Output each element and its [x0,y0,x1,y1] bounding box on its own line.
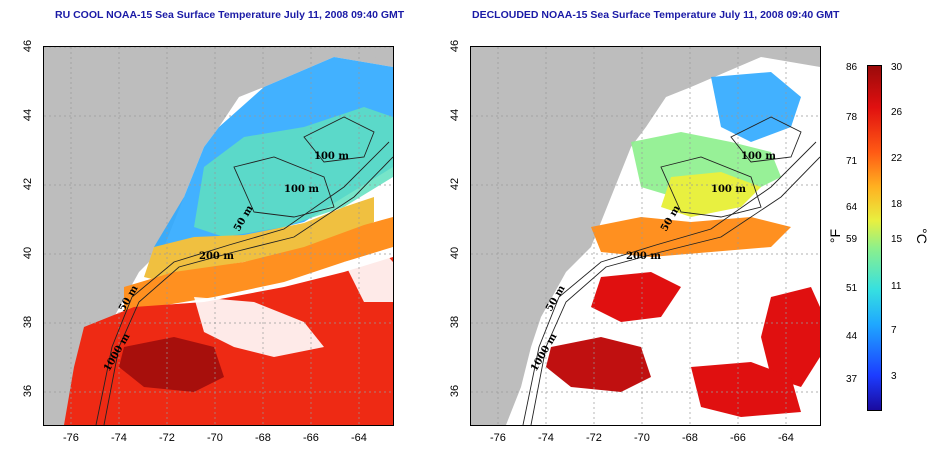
colorbar [867,65,882,411]
celsius-tick: 3 [891,371,897,382]
left-xtick: -76 [63,432,79,444]
celsius-tick: 26 [891,107,903,118]
fahrenheit-tick: 86 [846,62,858,73]
left-hot-core [119,337,224,392]
right-map-svg: 100 m 100 m 50 m 200 m 50 m 1000 m [471,47,820,425]
left-label-100m-b: 100 m [284,184,319,195]
left-orange-water [124,217,393,312]
left-sst-map: 100 m 100 m 50 m 200 m 50 m 1000 m [43,46,394,426]
fahrenheit-tick: 59 [846,234,858,245]
left-grid [44,47,393,425]
right-yellow-water [661,172,761,217]
left-label-100m-a: 100 m [314,151,349,162]
celsius-tick: 30 [891,62,903,73]
right-warm-water-b [546,337,651,392]
right-ytick: 46 [449,39,461,53]
left-ytick: 36 [22,384,34,398]
fahrenheit-tick: 44 [846,331,858,342]
left-map-svg: 100 m 100 m 50 m 200 m 50 m 1000 m [44,47,393,425]
celsius-tick: 15 [891,234,903,245]
fahrenheit-unit-label: °F [827,228,844,244]
right-warm-water-a [591,272,681,322]
right-xtick: -68 [682,432,698,444]
left-ytick: 40 [22,246,34,260]
left-label-200m: 200 m [199,251,234,262]
left-ytick: 46 [22,39,34,53]
celsius-unit-label: °C [913,228,930,244]
right-xtick: -74 [538,432,554,444]
celsius-tick: 11 [891,281,902,292]
celsius-tick: 22 [891,153,903,164]
fahrenheit-tick: 71 [846,156,858,167]
right-ytick: 42 [449,177,461,191]
left-map-title: RU COOL NOAA-15 Sea Surface Temperature … [55,9,405,21]
left-xtick: -72 [159,432,175,444]
right-cool-water [711,72,801,142]
fahrenheit-tick: 64 [846,202,858,213]
right-ytick: 44 [449,108,461,122]
right-map-title: DECLOUDED NOAA-15 Sea Surface Temperatur… [472,9,840,21]
right-warm-water-c [761,287,820,387]
left-land [44,47,393,425]
right-xtick: -72 [586,432,602,444]
left-xtick: -64 [351,432,367,444]
right-label-100m-a: 100 m [741,151,776,162]
left-ytick: 42 [22,177,34,191]
fahrenheit-tick: 78 [846,112,858,123]
right-xtick: -66 [730,432,746,444]
right-ytick: 40 [449,246,461,260]
left-cloud-gap [194,297,324,357]
left-cloud-gap-2 [344,252,393,302]
fahrenheit-tick: 51 [846,283,858,294]
right-grid [471,47,820,425]
left-xtick: -70 [207,432,223,444]
right-warm-water-d [691,362,801,417]
right-label-100m-b: 100 m [711,184,746,195]
celsius-tick: 7 [891,325,897,336]
left-contours [95,116,393,425]
right-land [471,47,820,425]
fahrenheit-tick: 37 [846,374,858,385]
right-sst-map: 100 m 100 m 50 m 200 m 50 m 1000 m [470,46,821,426]
right-ytick: 36 [449,384,461,398]
right-xtick: -70 [634,432,650,444]
left-nova-scotia-land [344,47,393,65]
right-label-200m: 200 m [626,251,661,262]
right-xtick: -76 [490,432,506,444]
right-orange-water [591,217,791,257]
right-xtick: -64 [778,432,794,444]
left-xtick: -68 [255,432,271,444]
left-ytick: 44 [22,108,34,122]
right-ytick: 38 [449,315,461,329]
left-ytick: 38 [22,315,34,329]
celsius-tick: 18 [891,199,903,210]
left-xtick: -66 [303,432,319,444]
right-contours [522,116,820,425]
left-xtick: -74 [111,432,127,444]
